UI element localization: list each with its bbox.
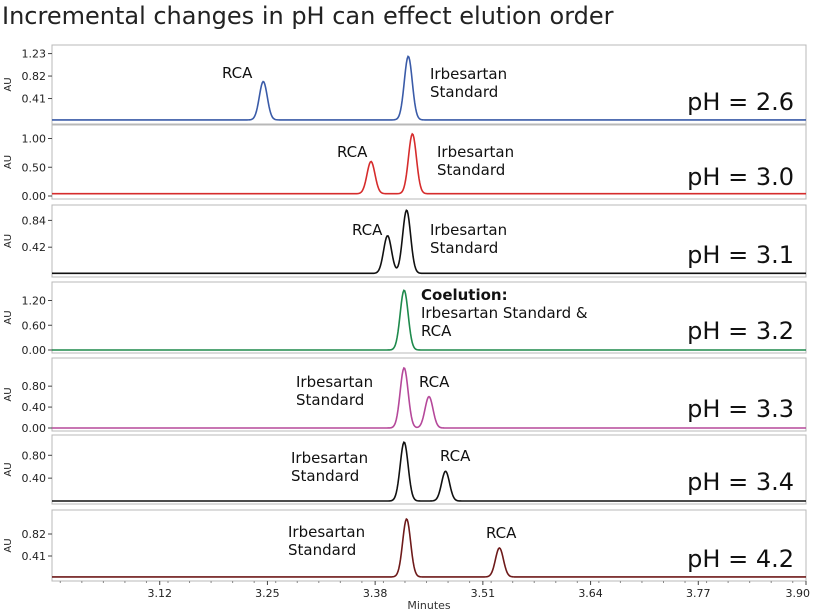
series-line <box>52 289 806 351</box>
x-tick-label: 3.77 <box>686 587 711 600</box>
panel-frame <box>51 434 807 505</box>
y-axis-label: AU <box>3 77 14 91</box>
series-line <box>52 132 806 195</box>
ph-label: pH = 4.2 <box>687 545 794 573</box>
ph-label: pH = 3.2 <box>687 317 794 345</box>
y-tick-label: 0.40 <box>22 401 47 414</box>
y-tick-label: 0.82 <box>22 70 47 83</box>
series-line <box>52 209 806 275</box>
y-tick-label: 0.00 <box>22 190 47 203</box>
annotation-label: RCA <box>222 64 253 82</box>
ph-label: pH = 3.4 <box>687 468 794 496</box>
y-tick-label: 0.60 <box>22 319 47 332</box>
y-axis-label: AU <box>3 387 14 401</box>
annotation-label: Standard <box>430 83 498 101</box>
x-tick-label: 3.38 <box>363 587 388 600</box>
y-tick-label: 1.23 <box>22 48 47 61</box>
annotation-label: RCA <box>486 524 517 542</box>
y-axis-label: AU <box>3 310 14 324</box>
y-axis-label: AU <box>3 155 14 169</box>
y-axis-label: AU <box>3 538 14 552</box>
annotation-label: RCA <box>440 447 471 465</box>
x-tick-label: 3.90 <box>786 587 811 600</box>
x-axis-label: Minutes <box>407 599 451 612</box>
annotation-label: Irbesartan <box>430 221 507 239</box>
annotation-label: Standard <box>291 467 359 485</box>
panel-frame <box>51 281 807 354</box>
y-tick-label: 0.41 <box>22 550 47 563</box>
y-tick-label: 1.20 <box>22 295 47 308</box>
annotation-label: Standard <box>430 239 498 257</box>
panel-frame <box>51 509 807 582</box>
ph-label: pH = 3.0 <box>687 163 794 191</box>
x-tick-label: 3.51 <box>471 587 496 600</box>
y-tick-label: 0.41 <box>22 93 47 106</box>
y-tick-label: 0.00 <box>22 422 47 435</box>
y-tick-label: 0.42 <box>22 241 47 254</box>
annotation-label: Standard <box>296 391 364 409</box>
panel-frame <box>51 44 807 125</box>
y-tick-label: 0.00 <box>22 344 47 357</box>
y-tick-label: 0.82 <box>22 528 47 541</box>
y-tick-label: 0.50 <box>22 161 47 174</box>
y-tick-label: 0.84 <box>22 214 47 227</box>
annotation-label: RCA <box>421 322 452 340</box>
annotation-label: RCA <box>352 221 383 239</box>
annotation-label: Irbesartan <box>288 523 365 541</box>
x-tick-label: 3.12 <box>147 587 172 600</box>
y-axis-label: AU <box>3 462 14 476</box>
annotation-label: RCA <box>419 373 450 391</box>
annotation-label: Standard <box>288 541 356 559</box>
series-line <box>52 517 806 578</box>
annotation-label: Irbesartan <box>291 449 368 467</box>
x-tick-label: 3.64 <box>578 587 603 600</box>
ph-label: pH = 2.6 <box>687 88 794 116</box>
y-tick-label: 0.40 <box>22 472 47 485</box>
series-line <box>52 55 806 121</box>
x-tick-label: 3.25 <box>255 587 280 600</box>
series-line <box>52 366 806 429</box>
annotation-label: Irbesartan <box>296 373 373 391</box>
panel-frame <box>51 124 807 200</box>
annotation-label: Irbesartan Standard & <box>421 304 588 322</box>
annotation-label: RCA <box>337 143 368 161</box>
annotation-label: Coelution: <box>421 286 508 304</box>
chart-title: Incremental changes in pH can effect elu… <box>2 2 614 30</box>
ph-label: pH = 3.1 <box>687 241 794 269</box>
panel-frame <box>51 204 807 278</box>
y-tick-label: 0.80 <box>22 449 47 462</box>
series-line <box>52 441 806 502</box>
y-axis-label: AU <box>3 234 14 248</box>
y-tick-label: 1.00 <box>22 133 47 146</box>
annotation-label: Irbesartan <box>430 65 507 83</box>
ph-label: pH = 3.3 <box>687 395 794 423</box>
y-tick-label: 0.80 <box>22 380 47 393</box>
annotation-label: Irbesartan <box>437 143 514 161</box>
panel-frame <box>51 357 807 432</box>
annotation-label: Standard <box>437 161 505 179</box>
